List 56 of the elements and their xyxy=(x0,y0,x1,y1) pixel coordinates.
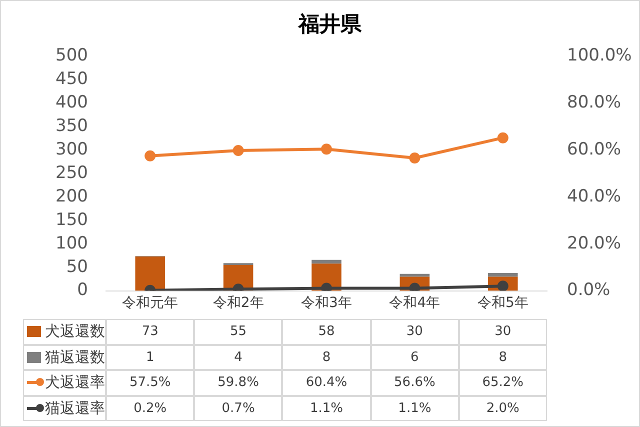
bar xyxy=(488,272,518,277)
y2-tick-label: 0.0% xyxy=(567,280,610,300)
data-label: 57.5% xyxy=(106,370,194,396)
point xyxy=(232,145,244,156)
y-tick-label: 250 xyxy=(56,162,88,183)
y-tick-label: 450 xyxy=(56,69,88,90)
y-tick-label: 400 xyxy=(56,92,88,113)
data-label: 73 xyxy=(106,319,194,344)
bar xyxy=(312,260,342,264)
x-tick-label: 令和3年 xyxy=(301,294,352,311)
data-label: 55 xyxy=(194,319,282,344)
data-label: 59.8% xyxy=(194,370,282,396)
data-label: 1.1% xyxy=(282,396,371,421)
data-label: 4 xyxy=(194,344,282,370)
legend-label: 猫返還率 xyxy=(45,398,105,418)
legend-label: 猫返還数 xyxy=(45,348,105,367)
data-label: 6 xyxy=(370,344,459,370)
y2-tick-label: 20.0% xyxy=(567,233,622,254)
data-label: 30 xyxy=(370,319,459,344)
data-label: 2.0% xyxy=(458,396,547,421)
y-tick-label: 200 xyxy=(56,186,88,206)
data-label: 8 xyxy=(458,344,547,370)
y-tick-label: 500 xyxy=(56,46,88,66)
point xyxy=(144,150,156,162)
y-tick-label: 150 xyxy=(56,210,88,230)
y-tick-label: 350 xyxy=(56,116,88,136)
y-tick-label: 50 xyxy=(66,256,88,277)
x-tick-label: 令和元年 xyxy=(122,294,178,311)
point xyxy=(409,152,420,164)
y-tick-label: 300 xyxy=(56,139,88,160)
data-label: 0.2% xyxy=(106,396,194,421)
data-label: 60.4% xyxy=(282,370,371,396)
data-label: 1 xyxy=(106,344,194,370)
y2-tick-label: 80.0% xyxy=(567,92,622,113)
x-tick-label: 令和5年 xyxy=(477,294,528,311)
x-tick-label: 令和4年 xyxy=(389,294,440,311)
legend-label: 犬返還数 xyxy=(45,322,105,342)
y-tick-label: 100 xyxy=(56,233,88,254)
chart-title: 福井県 xyxy=(298,12,362,36)
x-tick-label: 令和2年 xyxy=(212,294,264,311)
data-label: 56.6% xyxy=(370,370,459,396)
data-label: 0.7% xyxy=(194,396,282,421)
point xyxy=(321,282,332,291)
y2-tick-label: 60.0% xyxy=(567,139,622,160)
data-label: 30 xyxy=(458,319,547,344)
point xyxy=(321,144,332,155)
y2-tick-label: 40.0% xyxy=(567,186,622,206)
legend-label: 犬返還率 xyxy=(45,373,105,392)
y2-tick-label: 100.0% xyxy=(567,46,632,66)
bar xyxy=(135,256,165,291)
data-label: 8 xyxy=(282,344,371,370)
y-tick-label: 0 xyxy=(77,280,88,300)
data-label: 58 xyxy=(282,319,371,344)
data-label: 65.2% xyxy=(458,370,547,396)
point xyxy=(497,132,508,144)
data-label: 1.1% xyxy=(370,396,459,421)
